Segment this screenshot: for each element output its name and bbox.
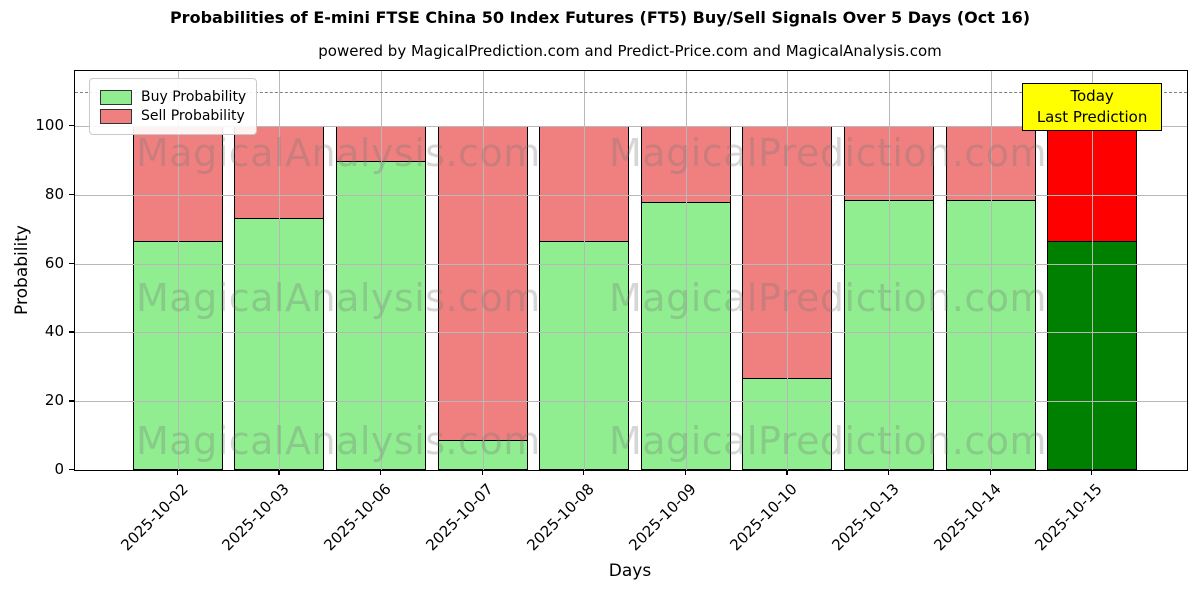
- legend-label-sell: Sell Probability: [141, 108, 245, 124]
- y-tick-label-80: 80: [44, 184, 64, 203]
- x-axis-label: Days: [608, 561, 652, 581]
- h-gridline-100: [75, 126, 1187, 128]
- v-gridline-7: [888, 71, 890, 470]
- v-gridline-8: [990, 71, 992, 470]
- watermark-left-row3: MagicalAnalysis.com: [136, 419, 541, 463]
- legend-item-buy: Buy Probability: [100, 89, 246, 105]
- y-tick-label-60: 60: [44, 253, 64, 272]
- chart-subtitle: powered by MagicalPrediction.com and Pre…: [318, 42, 942, 60]
- watermark-left-row2: MagicalAnalysis.com: [136, 276, 541, 320]
- h-gridline-80: [75, 194, 1187, 196]
- x-tick-mark-7: [887, 470, 890, 475]
- plot-area: MagicalAnalysis.com MagicalPrediction.com…: [74, 70, 1188, 471]
- v-gridline-0: [177, 71, 179, 470]
- legend-label-buy: Buy Probability: [141, 89, 247, 105]
- y-tick-mark-80: [69, 193, 74, 196]
- watermark-right-row1: MagicalPrediction.com: [609, 131, 1047, 175]
- v-gridline-2: [380, 71, 382, 470]
- annotation-line2: Last Prediction: [1036, 108, 1148, 126]
- watermark-right-row2: MagicalPrediction.com: [609, 276, 1047, 320]
- x-tick-mark-3: [481, 470, 483, 475]
- buy-swatch-icon: [100, 89, 132, 105]
- v-gridline-3: [482, 71, 484, 470]
- y-tick-mark-0: [69, 469, 74, 471]
- x-tick-mark-6: [786, 470, 788, 475]
- chart-title: Probabilities of E-mini FTSE China 50 In…: [169, 8, 1031, 27]
- y-axis-label: Probability: [12, 225, 32, 315]
- x-tick-mark-9: [1091, 470, 1093, 475]
- y-tick-label-0: 0: [54, 460, 64, 478]
- x-tick-mark-1: [278, 470, 280, 475]
- y-tick-label-20: 20: [44, 391, 64, 410]
- watermark-right-row3: MagicalPrediction.com: [609, 419, 1047, 463]
- h-gridline-20: [75, 401, 1187, 403]
- annotation-line1: Today: [1070, 87, 1114, 105]
- h-gridline-40: [75, 332, 1187, 334]
- y-tick-label-40: 40: [44, 322, 64, 341]
- x-tick-mark-0: [176, 470, 179, 475]
- today-annotation: Today Last Prediction: [1022, 83, 1163, 131]
- y-tick-label-100: 100: [35, 116, 64, 135]
- x-tick-mark-4: [583, 470, 585, 475]
- y-tick-mark-20: [69, 400, 74, 402]
- x-tick-mark-8: [989, 470, 991, 475]
- v-gridline-4: [584, 71, 586, 470]
- x-tick-label-2025-10-02: 2025-10-02: [117, 480, 192, 555]
- watermark-left-row1: MagicalAnalysis.com: [136, 131, 541, 175]
- sell-swatch-icon: [100, 108, 132, 124]
- y-tick-mark-40: [69, 331, 74, 333]
- x-tick-mark-2: [379, 470, 382, 475]
- legend-item-sell: Sell Probability: [100, 108, 246, 124]
- y-tick-mark-60: [69, 262, 74, 264]
- y-tick-mark-100: [69, 125, 74, 127]
- v-gridline-9: [1092, 71, 1094, 470]
- v-gridline-5: [685, 71, 687, 470]
- dashed-threshold-line: [75, 91, 1187, 93]
- v-gridline-1: [279, 71, 281, 470]
- legend: Buy Probability Sell Probability: [89, 78, 258, 135]
- h-gridline-60: [75, 263, 1187, 265]
- x-tick-mark-5: [684, 470, 687, 475]
- v-gridline-6: [787, 71, 789, 470]
